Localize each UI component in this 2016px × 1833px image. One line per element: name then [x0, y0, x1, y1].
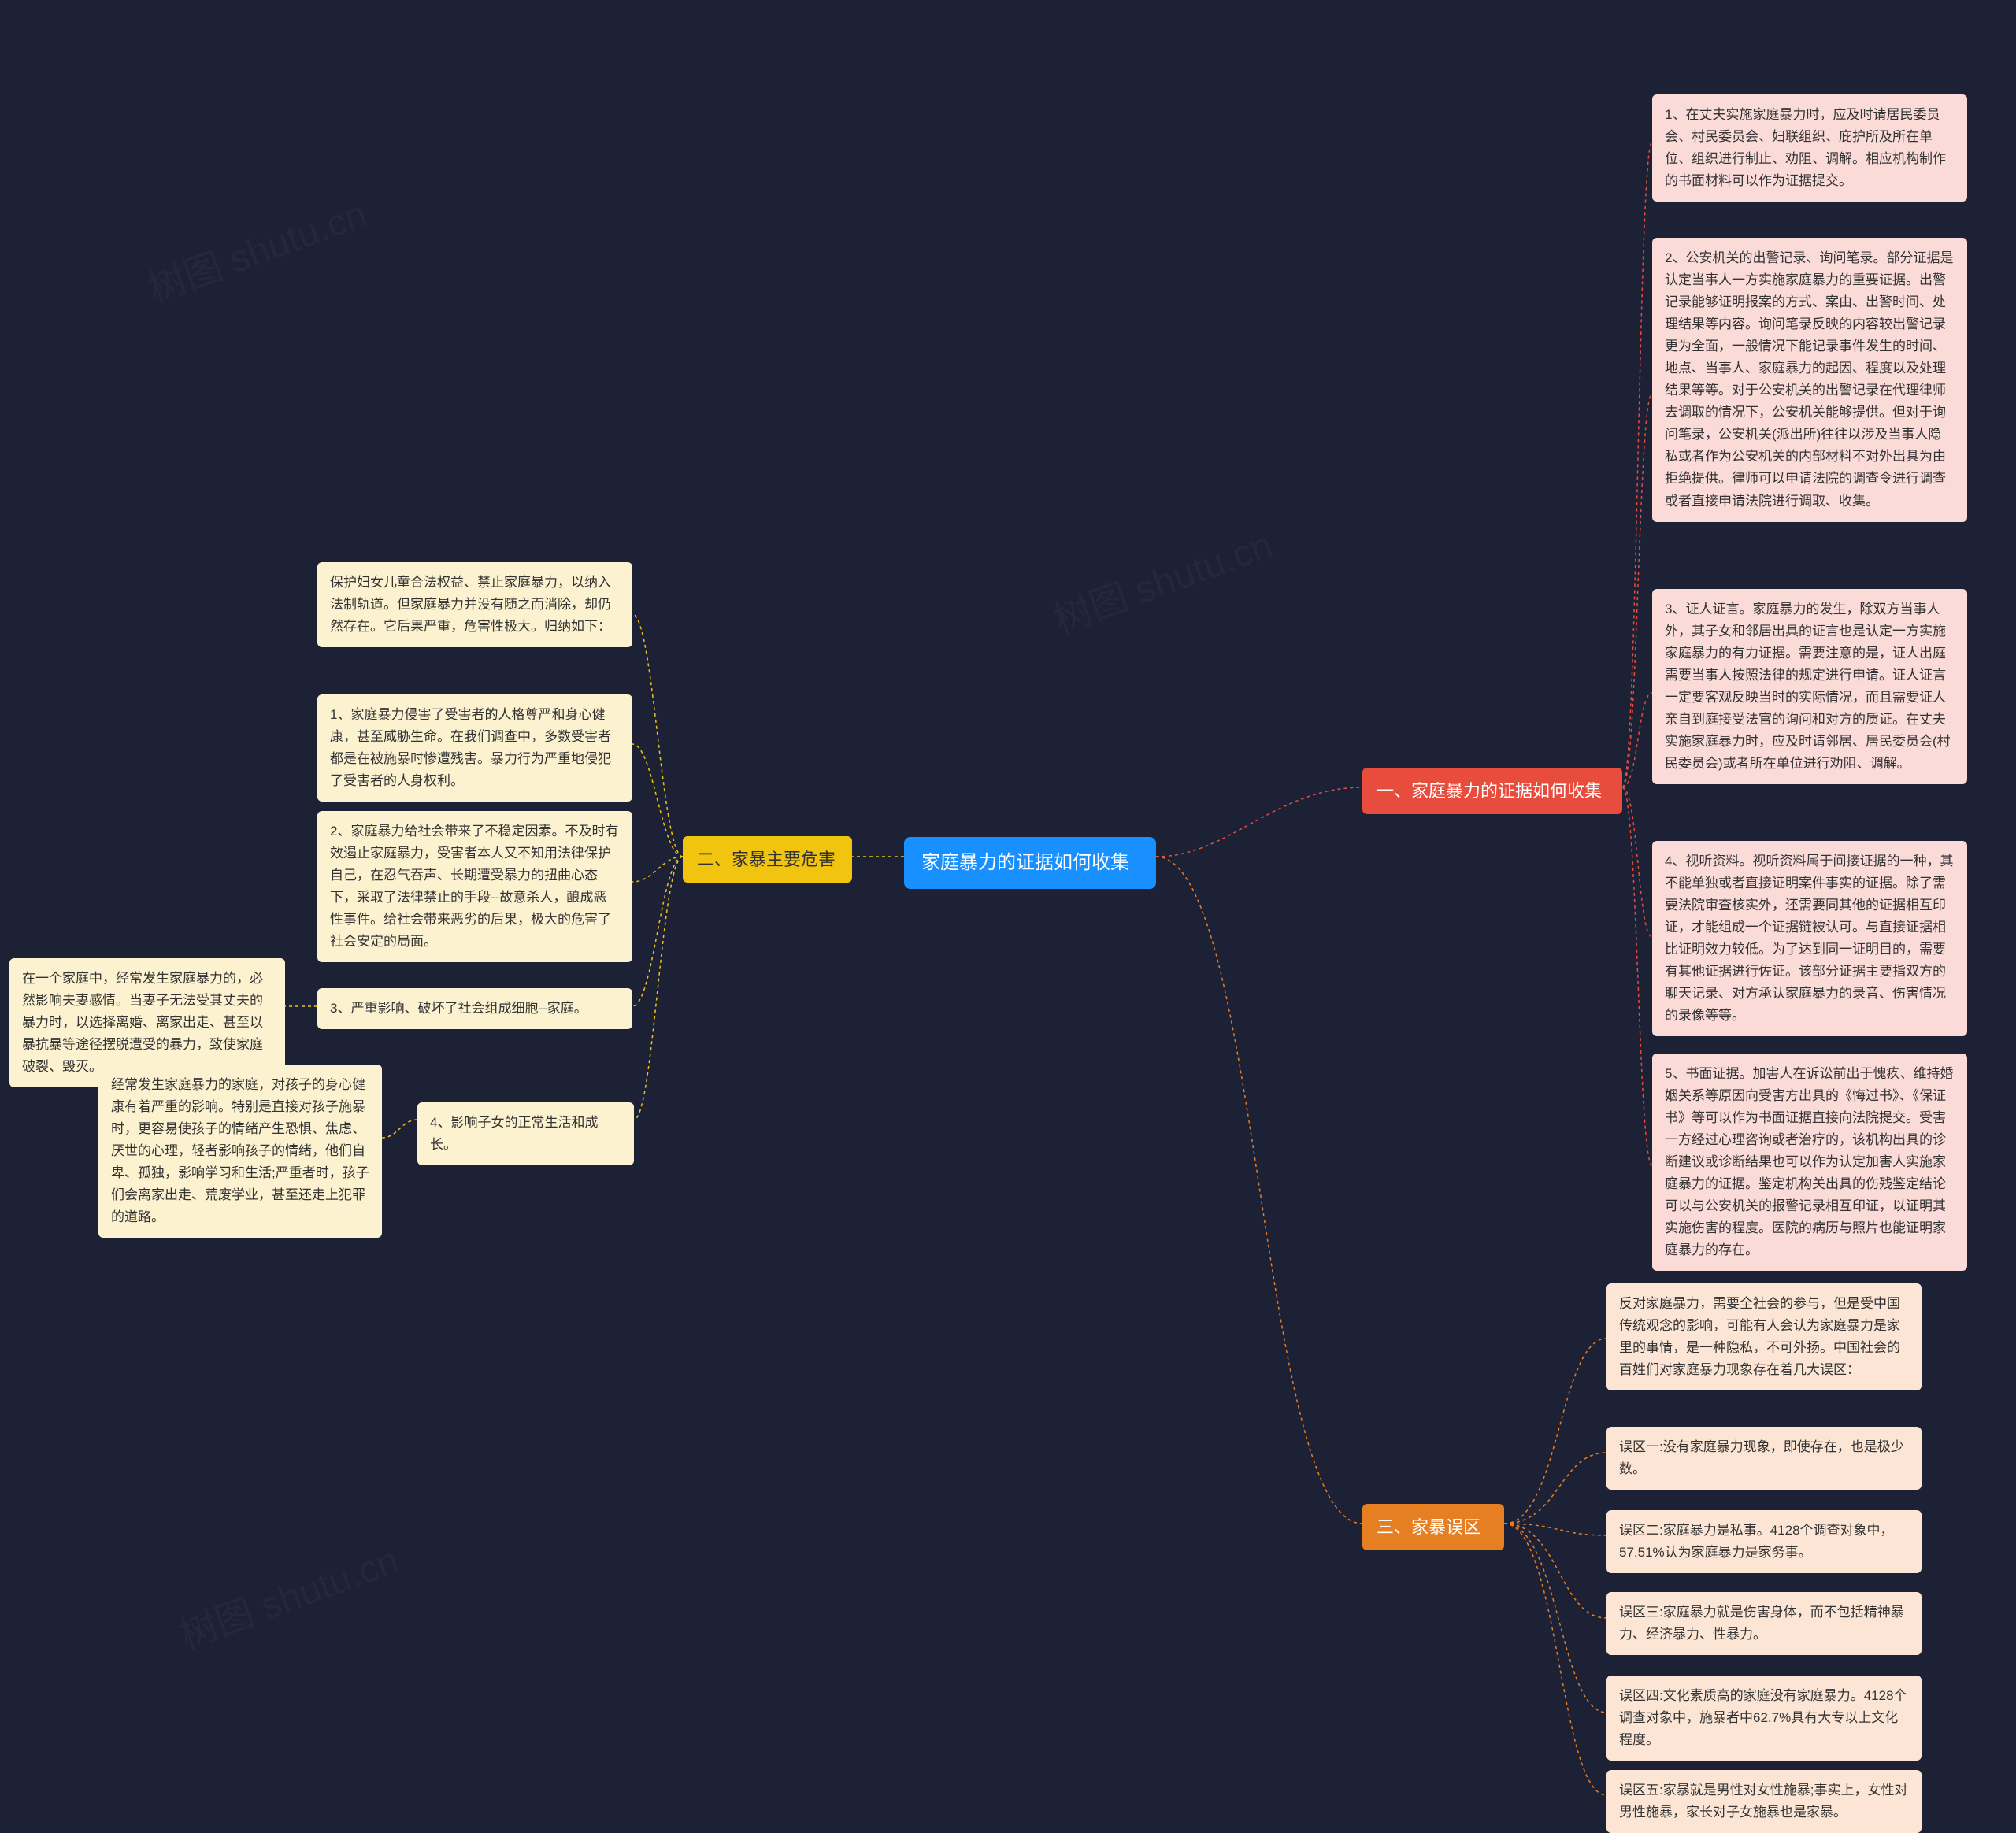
branch-3-misconception[interactable]: 三、家暴误区 [1362, 1504, 1504, 1550]
watermark: 树图 shutu.cn [139, 183, 373, 313]
b3-leaf-5: 误区四:文化素质高的家庭没有家庭暴力。4128个调查对象中，施暴者中62.7%具… [1606, 1676, 1922, 1761]
branch-2-harm[interactable]: 二、家暴主要危害 [683, 836, 852, 883]
watermark: 树图 shutu.cn [1045, 513, 1279, 643]
b3-leaf-1: 反对家庭暴力，需要全社会的参与，但是受中国传统观念的影响，可能有人会认为家庭暴力… [1606, 1283, 1922, 1390]
b2-leaf-3: 2、家庭暴力给社会带来了不稳定因素。不及时有效遏止家庭暴力，受害者本人又不知用法… [317, 811, 632, 962]
b1-leaf-2: 2、公安机关的出警记录、询问笔录。部分证据是认定当事人一方实施家庭暴力的重要证据… [1652, 238, 1967, 522]
b1-leaf-1: 1、在丈夫实施家庭暴力时，应及时请居民委员会、村民委员会、妇联组织、庇护所及所在… [1652, 94, 1967, 202]
b2-leaf-2: 1、家庭暴力侵害了受害者的人格尊严和身心健康，甚至威胁生命。在我们调查中，多数受… [317, 694, 632, 802]
b1-leaf-3: 3、证人证言。家庭暴力的发生，除双方当事人外，其子女和邻居出具的证言也是认定一方… [1652, 589, 1967, 784]
b2-leaf-5: 4、影响子女的正常生活和成长。 [417, 1102, 634, 1165]
b3-leaf-4: 误区三:家庭暴力就是伤害身体，而不包括精神暴力、经济暴力、性暴力。 [1606, 1592, 1922, 1655]
b3-leaf-2: 误区一:没有家庭暴力现象，即使存在，也是极少数。 [1606, 1427, 1922, 1490]
b2-leaf-4: 3、严重影响、破坏了社会组成细胞--家庭。 [317, 988, 632, 1029]
b3-leaf-3: 误区二:家庭暴力是私事。4128个调查对象中，57.51%认为家庭暴力是家务事。 [1606, 1510, 1922, 1573]
branch-1-evidence[interactable]: 一、家庭暴力的证据如何收集 [1362, 768, 1622, 814]
b2-leaf-1: 保护妇女儿童合法权益、禁止家庭暴力，以纳入法制轨道。但家庭暴力并没有随之而消除，… [317, 562, 632, 647]
b2-leaf-5-sub: 经常发生家庭暴力的家庭，对孩子的身心健康有着严重的影响。特别是直接对孩子施暴时，… [98, 1065, 382, 1238]
b3-leaf-6: 误区五:家暴就是男性对女性施暴;事实上，女性对男性施暴，家长对子女施暴也是家暴。 [1606, 1770, 1922, 1833]
b1-leaf-4: 4、视听资料。视听资料属于间接证据的一种，其不能单独或者直接证明案件事实的证据。… [1652, 841, 1967, 1036]
b1-leaf-5: 5、书面证据。加害人在诉讼前出于愧疚、维持婚姻关系等原因向受害方出具的《悔过书》… [1652, 1054, 1967, 1271]
watermark: 树图 shutu.cn [171, 1529, 405, 1659]
center-node[interactable]: 家庭暴力的证据如何收集 [904, 837, 1156, 889]
